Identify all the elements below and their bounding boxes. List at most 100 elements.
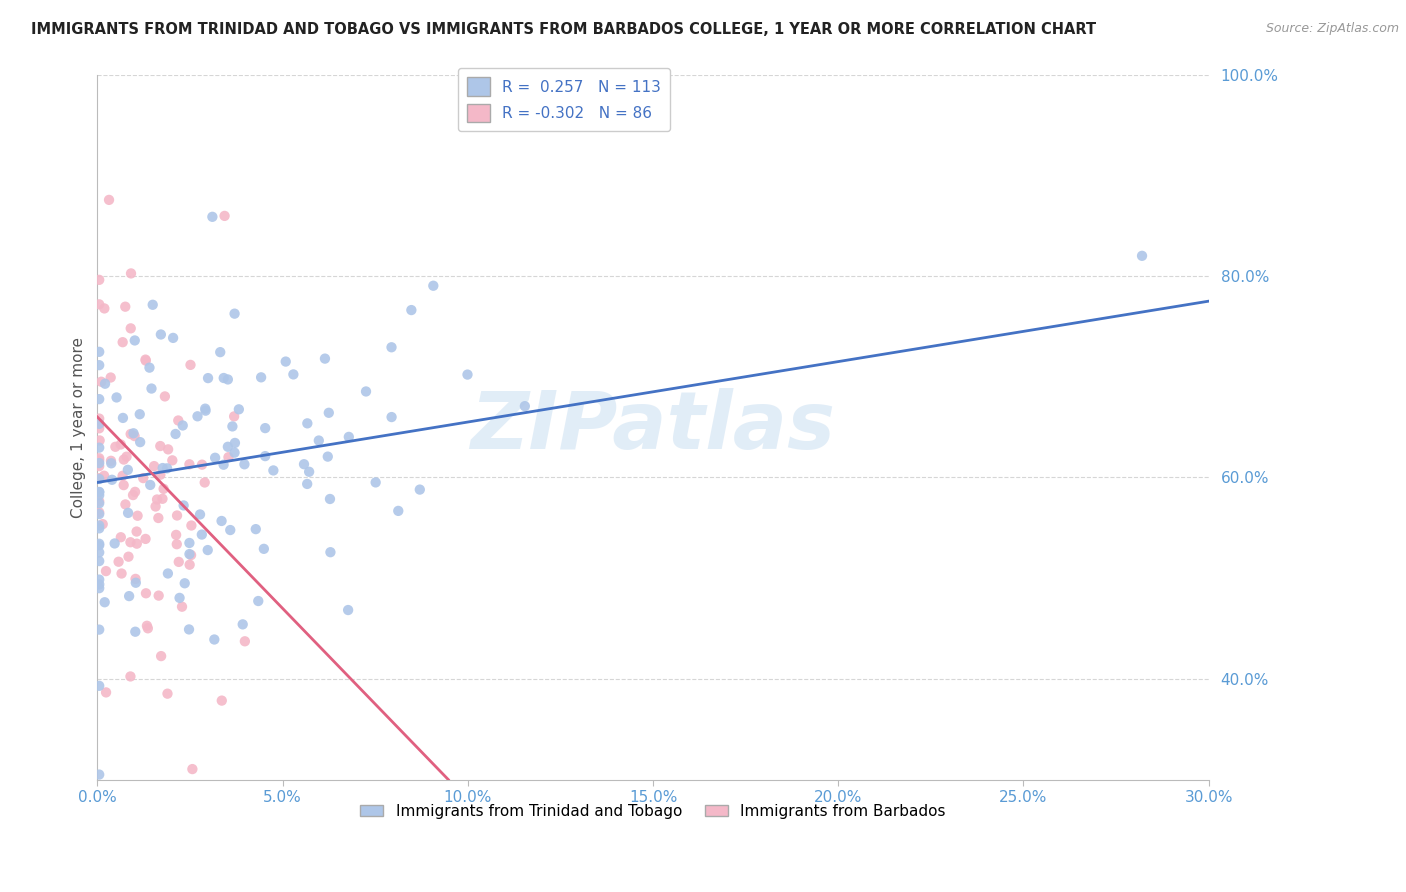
Point — [107, 555, 129, 569]
Point — [89, 273, 111, 287]
Point — [149, 439, 172, 453]
Point — [89, 623, 111, 637]
Point — [89, 471, 111, 485]
Point — [98, 193, 121, 207]
Point — [314, 351, 336, 366]
Point — [212, 371, 235, 385]
Point — [100, 370, 122, 384]
Point — [191, 527, 214, 541]
Point — [89, 456, 111, 470]
Point — [105, 391, 128, 405]
Point — [180, 518, 202, 533]
Point — [354, 384, 377, 399]
Point — [156, 566, 179, 581]
Point — [89, 485, 111, 500]
Point — [166, 537, 188, 551]
Point — [112, 478, 135, 492]
Point — [114, 300, 136, 314]
Point — [104, 536, 127, 550]
Point — [150, 649, 173, 664]
Point — [120, 267, 142, 281]
Point — [254, 449, 277, 463]
Point — [100, 456, 122, 470]
Point — [89, 538, 111, 552]
Point — [283, 368, 305, 382]
Point — [381, 410, 404, 425]
Point — [1130, 249, 1153, 263]
Point — [380, 340, 402, 354]
Point — [125, 537, 148, 551]
Point — [89, 507, 111, 521]
Point — [224, 436, 246, 450]
Point — [117, 506, 139, 520]
Point — [132, 471, 155, 485]
Point — [211, 514, 233, 528]
Point — [308, 434, 330, 448]
Point — [165, 427, 187, 442]
Point — [146, 492, 169, 507]
Point — [233, 634, 256, 648]
Point — [93, 468, 115, 483]
Point — [89, 577, 111, 591]
Point — [100, 454, 122, 468]
Point — [136, 621, 159, 635]
Point — [89, 472, 111, 486]
Point — [89, 441, 111, 455]
Point — [177, 623, 200, 637]
Point — [292, 457, 315, 471]
Point — [180, 548, 202, 562]
Point — [156, 461, 179, 475]
Point — [211, 693, 233, 707]
Point — [125, 524, 148, 539]
Point — [89, 518, 111, 533]
Point — [232, 617, 254, 632]
Point — [179, 536, 201, 550]
Point — [253, 541, 276, 556]
Point — [254, 421, 277, 435]
Point — [124, 484, 146, 499]
Point — [89, 496, 111, 510]
Point — [101, 473, 124, 487]
Point — [143, 459, 166, 474]
Point — [152, 491, 174, 506]
Point — [94, 564, 117, 578]
Point — [319, 491, 342, 506]
Point — [124, 429, 146, 443]
Point — [228, 402, 250, 417]
Point — [120, 321, 142, 335]
Text: ZIPatlas: ZIPatlas — [471, 388, 835, 466]
Point — [124, 624, 146, 639]
Point — [197, 371, 219, 385]
Y-axis label: College, 1 year or more: College, 1 year or more — [72, 336, 86, 517]
Point — [138, 360, 160, 375]
Point — [202, 632, 225, 647]
Point — [247, 594, 270, 608]
Text: Source: ZipAtlas.com: Source: ZipAtlas.com — [1265, 22, 1399, 36]
Point — [142, 298, 165, 312]
Point — [122, 488, 145, 502]
Point — [152, 482, 174, 496]
Point — [120, 535, 142, 549]
Point — [111, 335, 134, 350]
Point — [125, 575, 148, 590]
Point — [145, 500, 167, 514]
Point — [89, 554, 111, 568]
Point — [337, 430, 360, 444]
Point — [179, 558, 201, 572]
Point — [114, 497, 136, 511]
Point — [89, 521, 111, 535]
Point — [387, 504, 409, 518]
Point — [89, 459, 111, 474]
Point — [120, 669, 142, 683]
Point — [204, 450, 226, 465]
Point — [179, 458, 201, 472]
Point — [124, 572, 146, 586]
Point — [172, 418, 194, 433]
Point — [112, 452, 135, 467]
Point — [191, 458, 214, 472]
Point — [89, 453, 111, 467]
Point — [194, 401, 217, 416]
Point — [89, 417, 111, 431]
Point — [162, 331, 184, 345]
Point — [337, 603, 360, 617]
